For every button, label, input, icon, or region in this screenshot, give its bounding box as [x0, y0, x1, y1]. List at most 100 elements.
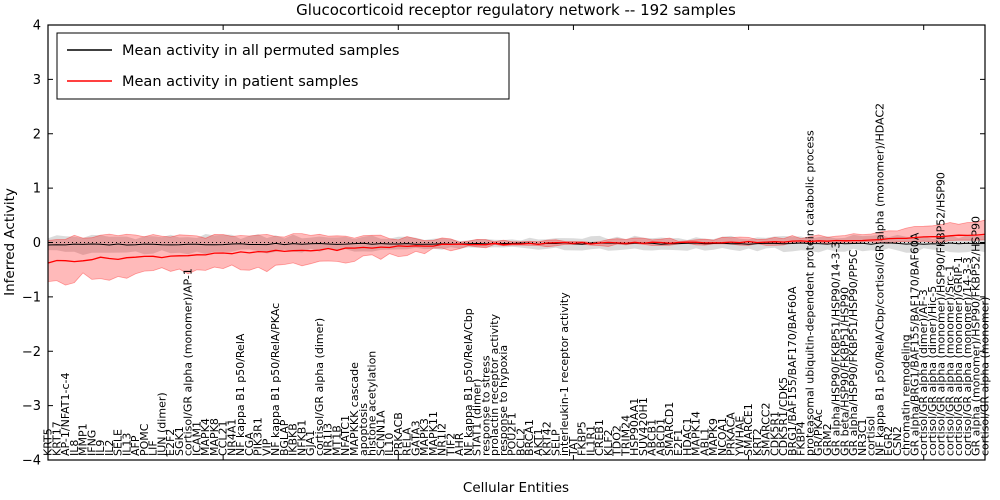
x-entity-label: MT1B	[331, 425, 344, 456]
x-entity-label: GATA3	[409, 420, 422, 456]
x-entity-label: GR beta/HSP90/FKBP51/HSP90	[838, 287, 851, 456]
x-entity-label: AFP	[129, 435, 142, 456]
x-entity-label: NFKB1	[296, 420, 309, 456]
x-entity-label: IL9	[94, 440, 107, 456]
x-entity-label: TIF2	[444, 433, 457, 457]
x-entity-label: STAT1 (dimer)	[471, 379, 484, 456]
entity-labels-layer: KRT5KRT17AP-1/NFAT1-c-4IL8MMP1IFNGIL9IL2…	[42, 103, 992, 457]
x-entity-label: IL10	[383, 433, 396, 456]
x-entity-label: cortisol/GR alpha (dimer)/AF-3	[917, 289, 930, 456]
x-entity-label: FKBP5	[576, 421, 589, 456]
x-entity-label: TAT	[567, 436, 580, 457]
x-entity-label: NR1I3	[322, 423, 335, 456]
x-entity-label: KRT17	[50, 421, 63, 456]
y-tick-label: −2	[22, 345, 41, 360]
x-entity-label: KRT2	[751, 428, 764, 456]
x-entity-label: BGLAP	[278, 419, 291, 456]
x-entity-label: MAPK11	[427, 411, 440, 456]
x-entity-label: SCNN1A	[374, 410, 387, 456]
x-entity-label: KRT42	[541, 421, 554, 456]
x-entity-label: MAPKKK cascade	[348, 362, 361, 456]
x-entity-label: ABL1	[698, 428, 711, 456]
x-entity-label: LIF	[147, 440, 160, 456]
x-entity-label: ABCB1	[646, 419, 659, 456]
x-entity-label: cortisol/GR alpha (monomer)/Src-1	[944, 265, 957, 456]
x-entity-label: NF kappa B1 p50/RelA/Cbp/cortisol/GR alp…	[873, 103, 886, 456]
x-entity-label: POMC	[138, 423, 151, 456]
x-entity-label: FKBP4	[795, 421, 808, 456]
x-entity-label: NR4A1	[225, 419, 238, 456]
patient-mean-line	[47, 233, 986, 264]
axes-layer: −4 −3 −2 −1 0 1 2 3 4	[22, 19, 986, 469]
x-entity-label: SUV420H1	[637, 397, 650, 456]
x-entity-label: SELE	[112, 429, 125, 456]
x-entity-label: cortisol/GR alpha (monomer)/HSP90/FKBP52…	[935, 172, 948, 456]
x-entity-label: RELA	[401, 427, 414, 456]
x-entity-label: PIK3R1	[252, 417, 265, 456]
x-entity-label: VIP	[260, 438, 273, 456]
x-entity-label: cortisol/GR alpha (monomer)/AP-1	[182, 268, 195, 456]
y-tick-label: 2	[33, 127, 41, 142]
x-entity-label: HSP90AA1	[628, 398, 641, 456]
x-entity-label: cortisol	[865, 416, 878, 456]
x-entity-label: ICAM1	[190, 421, 203, 456]
plot-lines-layer	[47, 233, 986, 264]
x-axis-label: Cellular Entities	[463, 480, 569, 496]
legend-label-permuted: Mean activity in all permuted samples	[122, 43, 399, 59]
x-entity-label: GR alpha/HSP90/FKBP51/HSP90/14-3-3	[830, 242, 843, 456]
y-tick-label: 3	[33, 73, 41, 88]
x-entity-label: IL1R1	[584, 425, 597, 456]
x-entity-label: JUN (dimer)	[155, 392, 168, 457]
x-entity-label: response to stress	[479, 355, 492, 456]
x-entity-label: interleukin-1 receptor activity	[558, 292, 571, 456]
x-entity-label: KLF2	[602, 429, 615, 456]
x-entity-label: SMARCE1	[742, 403, 755, 456]
x-entity-label: IL2	[103, 440, 116, 456]
x-entity-label: cortisol/GR alpha (monomer)/14-3-3	[961, 257, 974, 456]
x-entity-label: CDK5R1/CDK5	[777, 377, 790, 456]
x-entity-label: AP-1/NFAT1-c-4	[59, 372, 72, 456]
x-entity-label: SMARCD1	[663, 402, 676, 456]
x-entity-label: NR3C1	[856, 418, 869, 456]
x-entity-label: AKT1	[532, 428, 545, 456]
x-entity-label: ABCD1	[655, 418, 668, 456]
x-entity-label: AHR	[453, 432, 466, 456]
y-tick-label: 1	[33, 182, 41, 197]
x-entity-label: IKBKB	[287, 423, 300, 456]
x-entity-label: POU2F1	[506, 412, 519, 456]
x-entity-label: chromatin remodeling	[900, 334, 913, 456]
x-entity-label: MAPK3	[418, 418, 431, 456]
x-entity-label: MAPK9	[707, 418, 720, 456]
x-entity-label: YWHAE	[733, 416, 746, 457]
x-entity-label: PRKACA	[725, 412, 738, 456]
x-entity-label: response to hypoxia	[497, 345, 510, 456]
chart-title: Glucocorticoid receptor regulatory netwo…	[296, 1, 736, 19]
x-entity-label: GJA1	[304, 430, 317, 456]
x-entity-label: SELP	[549, 429, 562, 456]
x-entity-label: NR1I2	[436, 423, 449, 456]
x-entity-label: GR/PKAc	[812, 409, 825, 456]
x-entity-label: CGA	[243, 432, 256, 456]
x-entity-label: cortisol/GR alpha (monomer)/GRIP-1	[952, 256, 965, 456]
x-entity-label: proteasomal ubiquitin-dependent protein …	[803, 130, 816, 456]
x-entity-label: IL8	[68, 440, 81, 456]
x-entity-label: CREB1	[593, 419, 606, 456]
x-entity-label: cortisol/GR alpha (dimer)/Hic-5	[926, 286, 939, 456]
x-entity-label: GR alpha (monomer)/HSP90/FKBP52/HSP90	[970, 216, 983, 456]
x-entity-label: EGR2	[882, 426, 895, 456]
x-entity-label: TRIM24	[620, 415, 633, 457]
x-entity-label: NF kappa B1 p50/RelA/Cbp	[462, 308, 475, 456]
legend-label-patient: Mean activity in patient samples	[122, 74, 358, 90]
x-entity-label: apoptosis	[357, 403, 370, 456]
x-entity-label: SMARCC2	[760, 403, 773, 456]
legend-box	[56, 32, 510, 100]
x-entity-label: MAPK8	[208, 418, 221, 456]
x-entity-label: IL13	[120, 433, 133, 456]
x-entity-label: MMP1	[77, 423, 90, 456]
x-entity-label: PRKACB	[392, 412, 405, 456]
y-tick-label: 0	[33, 236, 41, 251]
x-entity-label: CSN2	[891, 426, 904, 456]
x-entity-label: CDK5R1	[768, 411, 781, 456]
